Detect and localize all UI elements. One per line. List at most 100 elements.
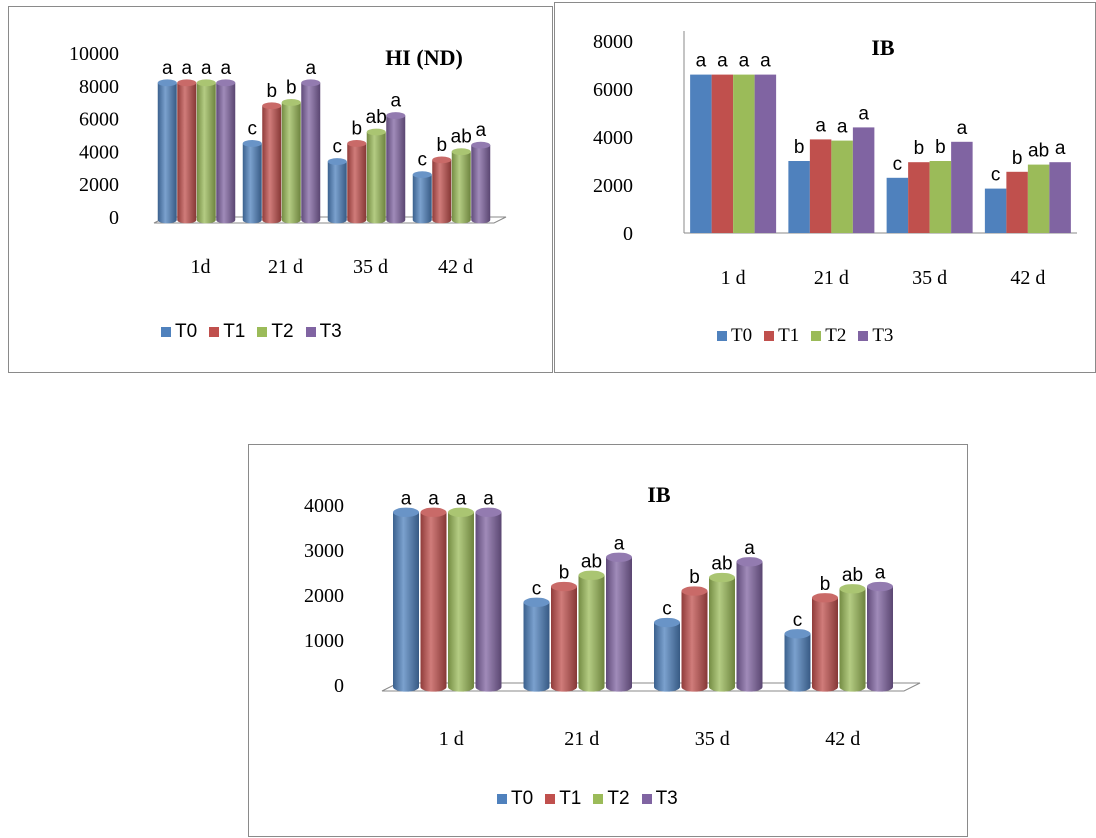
bar-t3-3: [867, 581, 893, 692]
bar-t1-2: [347, 140, 367, 224]
legend-item-t0: T0: [497, 788, 533, 810]
chart-panel-ib-top: 0 2000 4000 6000 8000 IB a a a a 1 d b a a a 21 d c b b a 35…: [554, 2, 1096, 373]
y-tick-label: 0: [334, 675, 344, 697]
bar-t0-1: [242, 140, 262, 224]
bar-t2-0: [448, 507, 474, 692]
legend-label: T2: [271, 321, 294, 342]
data-label: a: [957, 118, 968, 139]
legend-label: T0: [731, 325, 753, 346]
data-label: c: [418, 150, 428, 171]
bar-t0-0: [393, 507, 419, 692]
data-label: c: [893, 154, 903, 175]
data-label: b: [266, 81, 277, 102]
legend: T0 T1 T2 T3: [497, 788, 684, 810]
data-label: ab: [451, 127, 472, 148]
data-label: b: [351, 118, 362, 139]
y-tick-label: 0: [623, 223, 633, 245]
legend-swatch-t0: [497, 794, 507, 804]
bar-t2-0: [196, 79, 216, 224]
legend-label: T1: [559, 788, 582, 809]
data-label: c: [991, 165, 1001, 186]
bar-t3-0: [754, 74, 777, 233]
legend-swatch-t2: [257, 327, 268, 337]
legend-swatch-t2: [811, 331, 822, 341]
bar-t3-1: [301, 79, 321, 224]
data-label: b: [436, 135, 447, 156]
x-tick-label: 42 d: [825, 728, 860, 750]
bar-t2-2: [709, 572, 735, 692]
data-label: ab: [1028, 141, 1049, 162]
y-tick-label: 10000: [69, 43, 119, 65]
x-tick-label: 1d: [191, 256, 211, 278]
bar-t0-2: [654, 617, 680, 692]
data-label: c: [662, 599, 672, 620]
data-label: a: [744, 538, 755, 559]
data-label: a: [696, 51, 707, 72]
legend-swatch-t0: [717, 331, 727, 341]
bar-t0-0: [690, 74, 712, 233]
legend-label: T1: [778, 325, 800, 346]
data-label: a: [875, 563, 886, 584]
legend-item-t0: T0: [717, 325, 752, 347]
x-tick-label: 42 d: [1010, 267, 1045, 289]
data-label: a: [201, 58, 212, 79]
data-label: b: [286, 77, 297, 98]
x-tick-label: 42 d: [438, 256, 473, 278]
data-label: b: [820, 574, 831, 595]
y-tick-label: 4000: [593, 127, 633, 149]
data-label: b: [794, 137, 805, 158]
legend-label: T3: [655, 788, 678, 809]
data-label: a: [614, 533, 625, 554]
legend-label: T0: [511, 788, 534, 809]
y-tick-label: 8000: [79, 76, 119, 98]
bar-t2-2: [366, 128, 386, 224]
bar-t1-3: [812, 593, 838, 692]
bar-t2-0: [733, 74, 755, 233]
legend-swatch-t3: [641, 794, 652, 804]
data-label: c: [248, 118, 258, 139]
data-label: a: [858, 103, 869, 124]
bar-t3-3: [471, 141, 491, 224]
legend-swatch-t3: [305, 327, 316, 337]
data-label: a: [456, 488, 467, 509]
bar-t1-0: [711, 74, 734, 233]
bar-t3-2: [736, 557, 763, 692]
y-tick-label: 3000: [304, 540, 344, 562]
legend-label: T2: [607, 788, 630, 809]
data-label: a: [815, 115, 826, 136]
data-label: c: [793, 610, 803, 631]
bar-t0-3: [984, 188, 1007, 233]
data-label: ab: [581, 551, 602, 572]
y-tick-label: 4000: [304, 495, 344, 517]
y-tick-label: 2000: [593, 175, 633, 197]
x-tick-label: 1 d: [721, 267, 746, 289]
bar-t3-0: [475, 507, 502, 692]
bar-t0-2: [886, 177, 909, 233]
legend-label: T3: [872, 325, 894, 346]
bar-t2-1: [831, 140, 853, 233]
data-label: b: [914, 138, 925, 159]
legend-swatch-t1: [209, 327, 220, 337]
bar-t3-1: [852, 127, 875, 233]
data-label: a: [837, 117, 848, 138]
data-label: a: [181, 58, 192, 79]
bar-t2-1: [578, 570, 605, 692]
bar-t0-2: [327, 158, 347, 224]
y-tick-label: 4000: [79, 141, 119, 163]
legend: T0 T1 T2 T3: [161, 321, 348, 343]
data-label: a: [739, 51, 750, 72]
y-tick-label: 8000: [593, 31, 633, 53]
bar-t0-0: [157, 79, 177, 224]
data-label: a: [390, 91, 401, 112]
data-label: c: [333, 137, 343, 158]
x-tick-label: 1 d: [439, 728, 464, 750]
data-label: b: [1012, 148, 1023, 169]
legend-swatch-t0: [161, 327, 171, 337]
x-tick-label: 35 d: [353, 256, 388, 278]
chart-panel-ib-bottom: 0 1000 2000 3000 4000 IB a a a a 1 d c b ab a 21 d c b ab a…: [248, 444, 968, 837]
legend-item-t3: T3: [305, 321, 342, 343]
data-label: a: [475, 120, 486, 141]
bar-t1-3: [432, 156, 452, 224]
bar-t0-3: [412, 171, 432, 224]
legend-item-t0: T0: [161, 321, 197, 343]
